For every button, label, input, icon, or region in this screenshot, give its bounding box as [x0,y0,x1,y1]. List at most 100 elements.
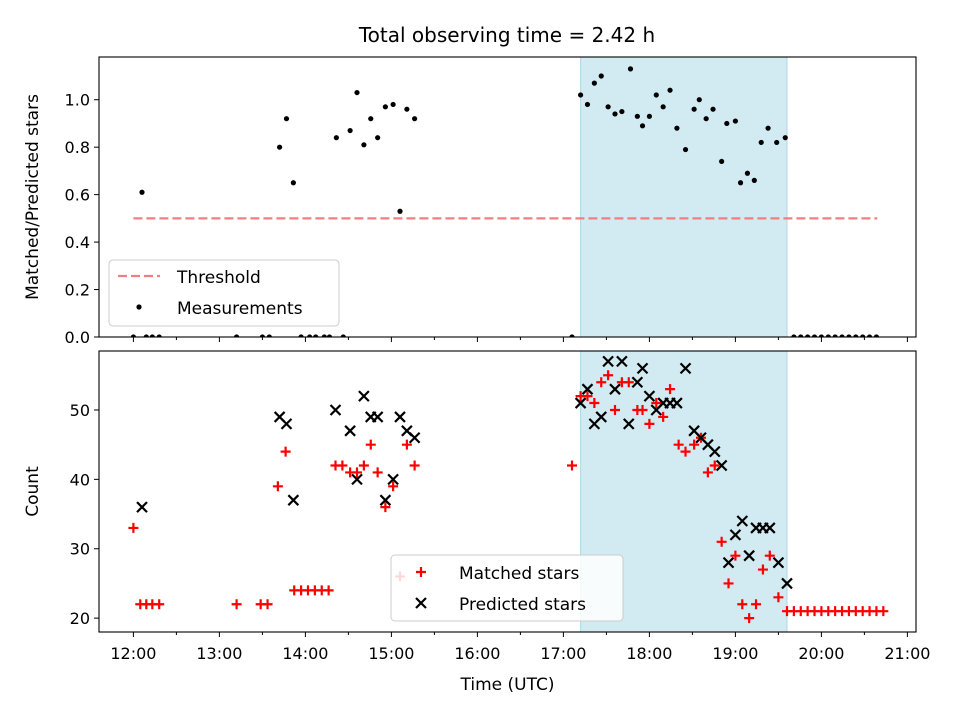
measurement-point [703,116,709,122]
measurement-point [130,334,136,337]
matched-star-point [651,398,662,409]
measurement-point [791,334,797,337]
matched-star-point [709,460,720,471]
measurement-point [139,189,145,195]
measurement-point [143,334,149,337]
matched-star-point [623,377,634,388]
measurement-point [853,334,859,337]
matched-star-point [372,467,383,478]
matched-star-point [689,439,700,450]
count-panel: 20 30 40 50 12:00 13:00 14:00 15:00 16:00 17:00 18… [23,350,930,695]
matched-star-point [764,550,775,561]
matched-star-point [737,599,748,610]
predicted-star-point [736,515,749,527]
y-tick-label: 20 [70,609,90,628]
legend-measurement-label: Measurements [177,299,303,319]
predicted-star-point [344,425,356,437]
measurement-point [758,139,764,146]
measurement-point [846,334,852,337]
y-tick-label: 0.0 [65,328,90,347]
measurement-point [619,108,625,115]
predicted-star-point [371,411,384,423]
measurement-point [873,334,880,337]
matched-star-point [323,585,334,596]
measurement-point [634,113,640,119]
matched-star-point [637,404,648,415]
ratio-panel: 0.0 0.2 0.4 0.6 0.8 1.0 Matched/Predicted star… [23,56,917,347]
predicted-star-point [708,445,721,458]
predicted-star-point [622,418,635,430]
predicted-star-point [715,459,728,472]
predicted-star-point [581,383,594,395]
matched-star-point [337,460,348,471]
matched-star-point [878,606,889,617]
measurement-point [839,334,845,337]
matched-star-point [665,384,676,395]
x-tick-label: 20:00 [798,644,844,663]
measurement-point [149,334,155,337]
legend: Matched stars Predicted stars [390,554,624,622]
measurement-point [307,334,313,337]
measurement-point [612,111,618,117]
matched-star-point [596,377,607,388]
measurement-point [866,334,873,337]
matched-star-point [757,564,768,575]
measurement-point [639,123,646,129]
measurement-point [832,334,838,337]
predicted-star-point [636,362,649,375]
matched-star-point [610,404,620,415]
predicted-star-point [387,473,399,486]
measurement-point [234,334,240,337]
measurement-point [805,334,811,337]
observing-window-shade [580,56,788,338]
measurement-point [283,116,290,122]
measurement-point [266,334,272,337]
matched-star-point [567,460,577,471]
legend-predicted-label: Predicted stars [459,595,586,615]
measurement-point [667,87,673,93]
predicted-star-point [351,473,363,486]
legend-box [108,259,340,327]
measurement-point [598,73,604,79]
axes-frame [98,350,917,633]
predicted-star-point [722,556,735,569]
chart-title: Total observing time = 2.42 h [358,23,655,47]
y-tick-label: 1.0 [65,91,90,110]
measurement-point [404,106,410,112]
legend-measurement-swatch [136,304,142,310]
matched-star-point [272,481,283,492]
x-axis-label: Time (UTC) [460,675,555,695]
y-axis-label: Matched/Predicted stars [23,94,43,300]
measurement-point [397,208,403,214]
legend-box [390,554,624,622]
legend-matched-swatch [416,567,426,577]
x-tick-label: 15:00 [368,644,414,663]
measurement-point [298,334,304,337]
measurement-point [860,334,866,337]
legend-predicted-swatch [415,597,427,609]
measurement-point [646,113,653,119]
measurement-point [732,118,739,124]
measurement-point [412,116,418,122]
measurement-point [290,180,296,186]
predicted-star-point [729,529,742,541]
matched-star-point [723,578,734,589]
measurement-point [591,80,597,86]
matched-star-point [680,446,691,457]
measurement-point [578,92,584,98]
x-tick-label: 18:00 [626,644,672,663]
predicted-star-point [574,397,587,409]
matched-star-point [358,460,369,471]
matched-star-point [401,439,412,450]
predicted-star-point [616,355,628,368]
measurement-point [811,334,818,337]
y-axis-label: Count [23,466,43,517]
predicted-star-point [280,418,293,430]
x-tick-label: 16:00 [454,644,500,663]
predicted-star-point [781,577,793,590]
measurement-point [737,180,744,186]
measurement-point [382,104,388,110]
x-tick-label: 14:00 [282,644,328,663]
measurement-point [321,334,327,337]
x-tick-label: 19:00 [712,644,758,663]
